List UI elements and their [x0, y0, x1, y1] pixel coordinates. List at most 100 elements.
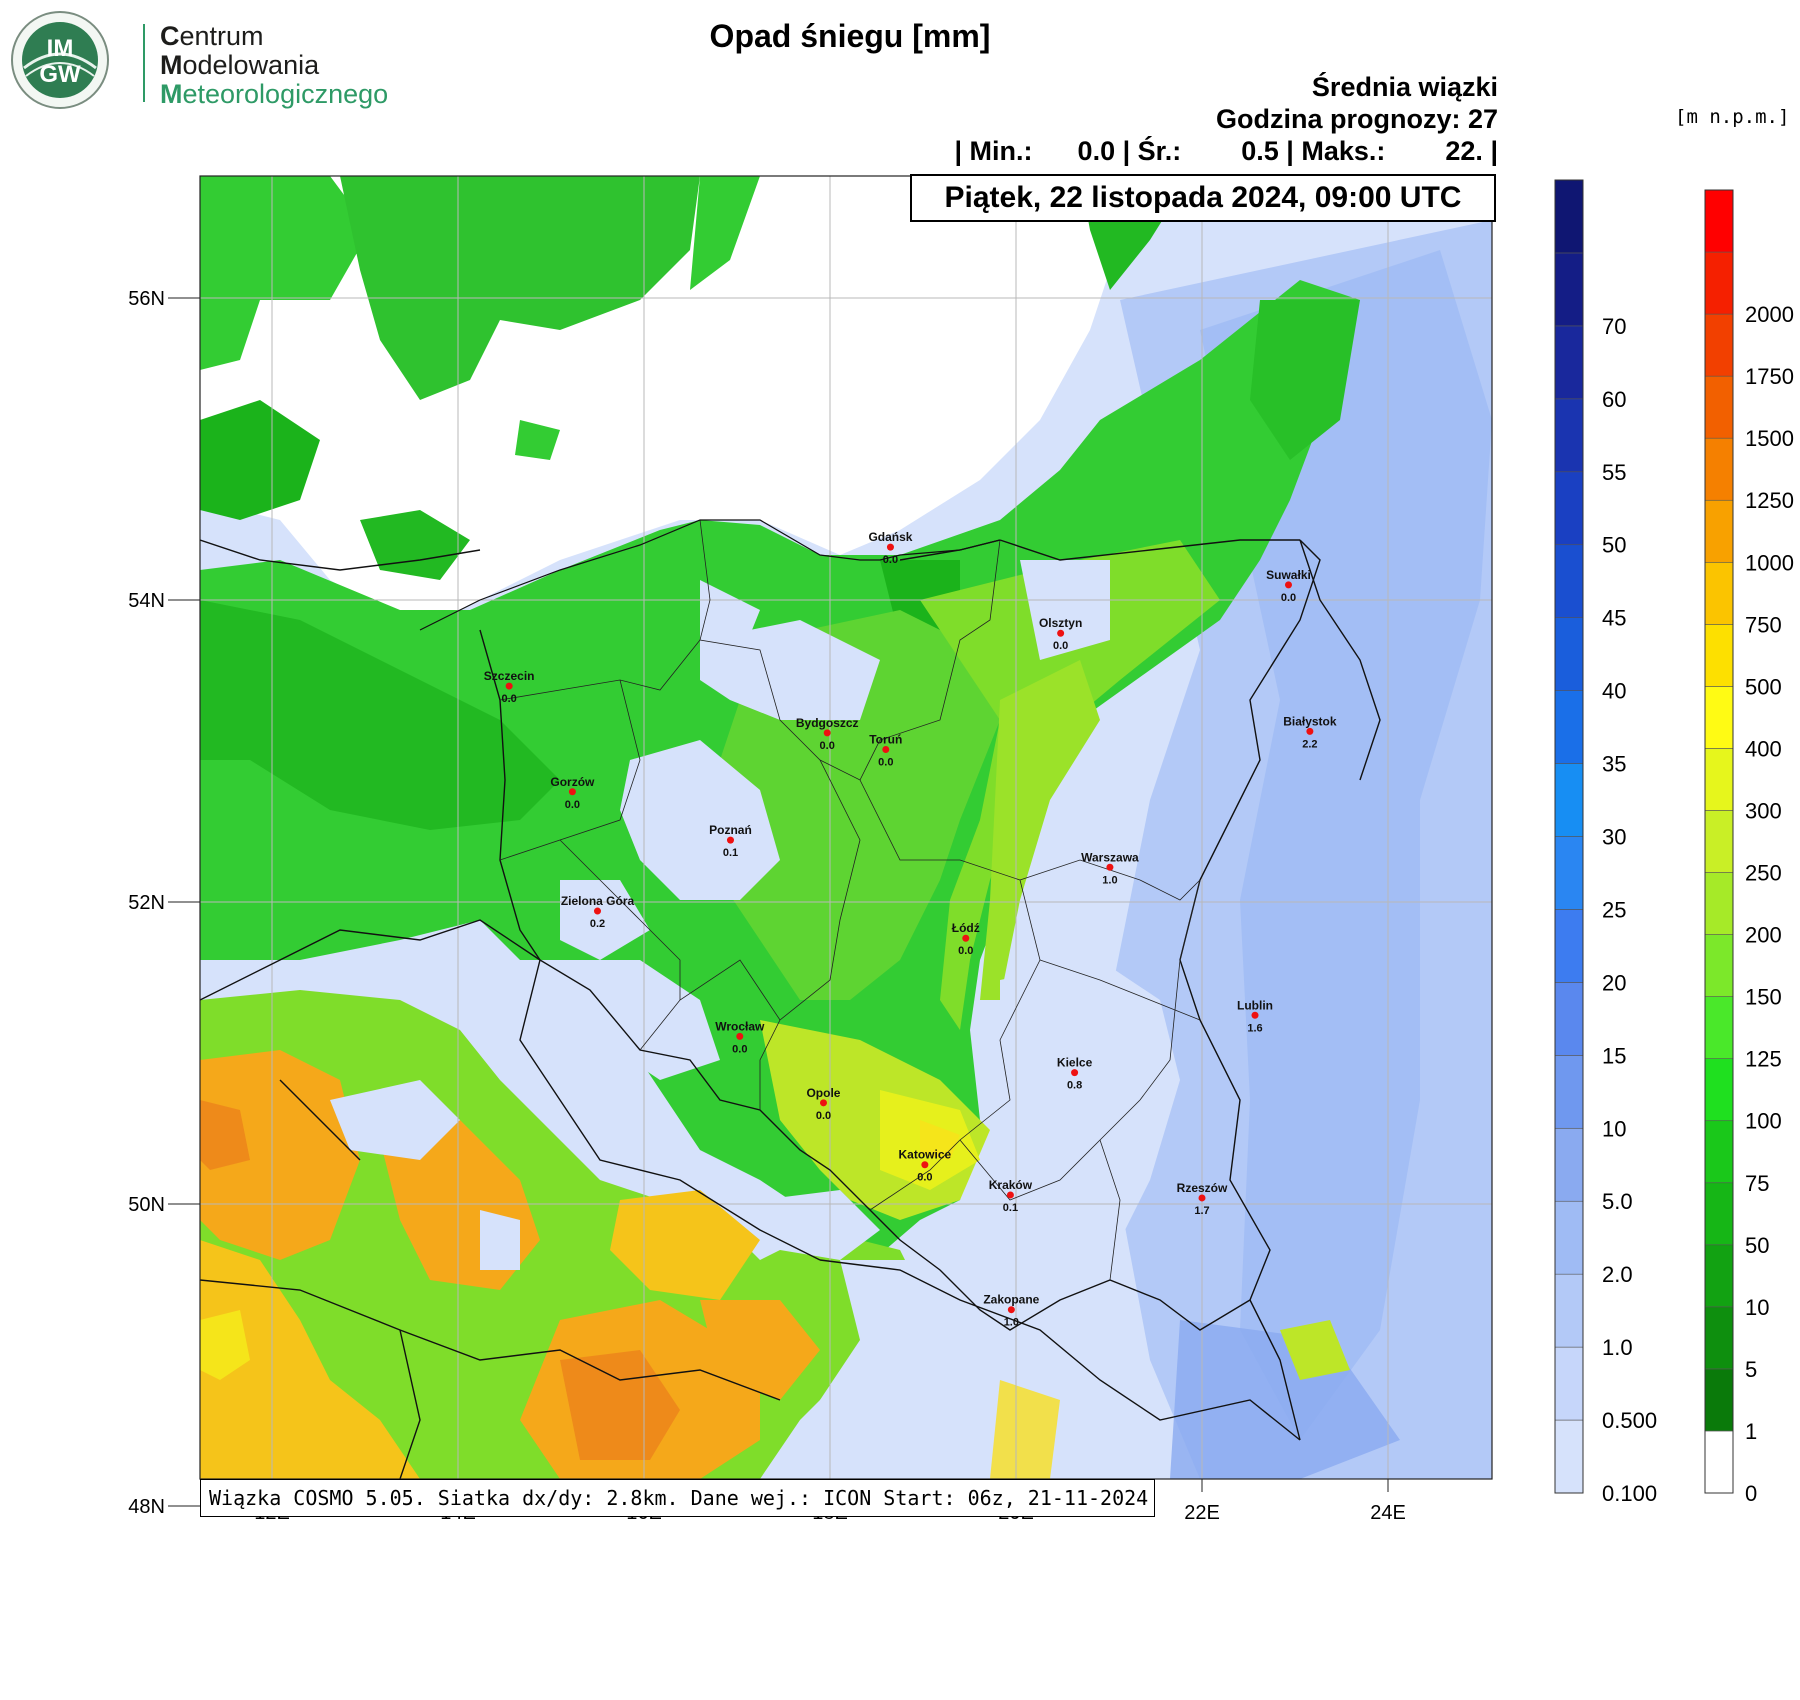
city-marker: Bydgoszcz 0.0	[796, 716, 859, 752]
city-dot	[819, 1099, 827, 1107]
city-dot	[1198, 1194, 1206, 1202]
colorbar-snow-label: 15	[1602, 1043, 1626, 1068]
colorbar-snow-label: 45	[1602, 606, 1626, 631]
colorbar-elev-segment	[1704, 189, 1734, 253]
colorbar-elev-segment	[1704, 1244, 1734, 1308]
city-value: 1.6	[1247, 1022, 1262, 1034]
colorbar-snow-label: 40	[1602, 679, 1626, 704]
colorbar-snow-label: 60	[1602, 387, 1626, 412]
colorbar-snow-segment	[1554, 1200, 1584, 1275]
colorbar-elev-segment	[1704, 624, 1734, 687]
colorbar-snow-segment	[1554, 909, 1584, 983]
city-dot	[594, 907, 601, 915]
city-value: 0.0	[878, 756, 893, 768]
colorbar-elev-label: 300	[1745, 798, 1782, 823]
colorbar-snow-label: 2.0	[1602, 1262, 1633, 1287]
info-stats: | Min.: 0.0 | Śr.: 0.5 | Maks.: 22. |	[954, 136, 1498, 166]
city-name: Opole	[806, 1086, 840, 1100]
city-marker: Poznań 0.1	[709, 823, 752, 859]
city-name: Białystok	[1283, 714, 1337, 728]
lat-tick-label: 48N	[128, 1496, 165, 1518]
city-marker: Zielona Góra 0.2	[561, 894, 635, 930]
colorbar-snow-segment	[1554, 982, 1584, 1056]
city-dot	[1306, 727, 1314, 735]
colorbar-snow-label: 35	[1602, 752, 1626, 777]
city-name: Kraków	[989, 1178, 1033, 1192]
colorbar-elev-segment	[1704, 1120, 1734, 1184]
city-marker: Opole 0.0	[806, 1086, 840, 1122]
city-marker: Lublin 1.6	[1237, 998, 1273, 1034]
colorbar-snow-label: 55	[1602, 460, 1626, 485]
colorbar-snow-segment	[1554, 1055, 1584, 1129]
city-value: 1.7	[1194, 1205, 1209, 1217]
colorbar-elev-segment	[1704, 499, 1734, 563]
colorbar-snow-segment	[1554, 544, 1584, 618]
lon-tick-label: 24E	[1370, 1502, 1406, 1524]
colorbar-elev-segment	[1704, 1368, 1734, 1432]
city-value: 0.0	[502, 693, 517, 705]
colorbar-snow-segment	[1554, 471, 1584, 546]
colorbar-snow-label: 50	[1602, 533, 1626, 558]
colorbar-elev-label: 150	[1745, 985, 1782, 1010]
city-dot	[1006, 1191, 1014, 1199]
colorbar-elev-segment	[1704, 437, 1734, 501]
city-markers: Gdańsk 0.0 Suwałki 0.0 Olsztyn 0.0 Szczecin 0.0…	[484, 530, 1337, 1329]
info-ensemble: Średnia wiązki	[1311, 72, 1498, 102]
city-value: 0.0	[917, 1172, 932, 1184]
city-marker: Kraków 0.1	[989, 1178, 1033, 1214]
lat-tick-label: 50N	[128, 1194, 165, 1216]
colorbar-snow-segment	[1554, 1127, 1584, 1202]
colorbar-elev-segment	[1704, 996, 1734, 1059]
colorbar-elev-label: 0	[1745, 1481, 1757, 1506]
colorbar-snow-label: 70	[1602, 314, 1626, 339]
city-dot	[1106, 863, 1114, 871]
city-name: Wrocław	[715, 1019, 765, 1033]
city-dot	[736, 1032, 744, 1040]
city-value: 0.0	[732, 1043, 747, 1055]
colorbar-snow-segment	[1554, 1419, 1584, 1494]
city-value: 0.0	[958, 945, 973, 957]
country-borders	[200, 539, 1381, 1479]
city-value: 2.2	[1302, 738, 1317, 750]
colorbar-elev-label: 500	[1745, 674, 1782, 699]
city-name: Gorzów	[550, 775, 595, 789]
colorbar-elev-label: 1500	[1745, 426, 1794, 451]
city-value: 1.0	[1102, 874, 1117, 886]
elevation-unit-label: [m n.p.m.]	[1675, 106, 1790, 128]
colorbar-snow-segment	[1554, 252, 1584, 327]
city-value: 0.0	[883, 554, 898, 566]
colorbar-snow-label: 0.100	[1602, 1481, 1657, 1506]
city-name: Zielona Góra	[561, 894, 635, 908]
colorbar-elev-label: 1000	[1745, 550, 1794, 575]
city-dot	[1284, 581, 1292, 589]
colorbar-elev-segment	[1704, 1182, 1734, 1246]
colorbar-snow-label: 20	[1602, 970, 1626, 995]
logo-text: Centrum Modelowania Meteorologicznego	[160, 21, 389, 109]
colorbar-snow-segment	[1554, 398, 1584, 473]
colorbar-elev-segment	[1704, 810, 1734, 873]
colorbar-elev-segment	[1704, 375, 1734, 439]
city-marker: Łódź 0.0	[952, 921, 980, 957]
city-name: Olsztyn	[1039, 616, 1082, 630]
city-name: Poznań	[709, 823, 752, 837]
colorbar-snow-label: 5.0	[1602, 1189, 1633, 1214]
colorbar-snow-label: 10	[1602, 1116, 1626, 1141]
colorbar-elev-label: 10	[1745, 1295, 1769, 1320]
city-dot	[568, 788, 576, 796]
city-name: Toruń	[869, 732, 902, 746]
colorbar-elev-segment	[1704, 934, 1734, 997]
city-marker: Suwałki 0.0	[1266, 568, 1311, 604]
city-name: Lublin	[1237, 998, 1273, 1012]
city-name: Łódź	[952, 921, 980, 935]
city-value: 0.1	[723, 847, 738, 859]
logo-badge-text: IM	[47, 35, 74, 62]
city-value: 0.0	[816, 1110, 831, 1122]
city-marker: Gorzów 0.0	[550, 775, 595, 811]
colorbar-elev-segment	[1704, 1430, 1734, 1494]
colorbar-elev-label: 75	[1745, 1171, 1769, 1196]
colorbar-elev-label: 50	[1745, 1233, 1769, 1258]
colorbar-snow-segment	[1554, 1273, 1584, 1348]
colorbar-snow-segment	[1554, 690, 1584, 764]
lat-tick-label: 56N	[128, 288, 165, 310]
